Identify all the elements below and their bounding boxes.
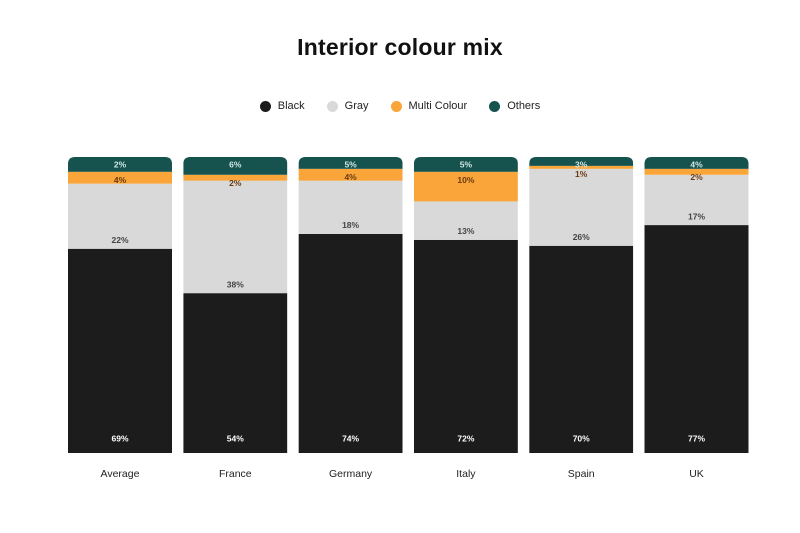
bar-segment-black <box>644 225 749 453</box>
category-label: France <box>219 468 252 480</box>
bar-segment-others <box>68 157 172 172</box>
data-label: 18% <box>342 220 359 230</box>
bar-segment-gray <box>183 180 288 294</box>
data-label: 10% <box>457 175 474 185</box>
legend: Black Gray Multi Colour Others <box>0 100 800 112</box>
legend-item: Others <box>489 100 540 112</box>
bar-france <box>183 157 288 453</box>
data-label: 26% <box>573 232 590 242</box>
data-label: 5% <box>344 159 357 169</box>
bar-segment-black <box>183 293 288 453</box>
legend-label: Others <box>507 100 541 112</box>
bar-uk <box>644 157 749 453</box>
bar-segment-black <box>298 233 403 453</box>
bar-segment-gray <box>644 174 749 226</box>
bar-segment-gray <box>529 168 634 246</box>
bar-segment-others <box>644 157 749 169</box>
bar-segment-gray <box>68 183 172 249</box>
bar-spain <box>529 157 634 453</box>
data-label: 72% <box>457 433 474 443</box>
legend-swatch <box>326 100 338 112</box>
bar-germany <box>298 157 403 453</box>
data-label: 4% <box>690 159 703 169</box>
data-label: 6% <box>229 159 242 169</box>
bar-italy <box>413 157 518 453</box>
data-label: 22% <box>111 235 128 245</box>
data-label: 69% <box>111 433 128 443</box>
data-label: 4% <box>114 175 127 185</box>
legend-item: Gray <box>326 100 369 112</box>
data-label: 38% <box>227 279 244 289</box>
legend-label: Multi Colour <box>408 100 468 112</box>
data-label: 74% <box>342 433 359 443</box>
bar-segment-gray <box>413 201 518 240</box>
bar-segment-others <box>183 157 288 175</box>
bar-segment-multi-colour <box>68 171 172 184</box>
data-label: 5% <box>460 159 473 169</box>
bar-segment-black <box>68 248 172 453</box>
bar-segment-multi-colour <box>529 165 634 169</box>
legend-swatch <box>390 100 402 112</box>
legend-item: Black <box>259 100 305 112</box>
data-label: 2% <box>229 178 242 188</box>
data-label: 3% <box>575 159 588 169</box>
data-label: 77% <box>688 433 705 443</box>
bar-segment-gray <box>298 180 403 234</box>
data-label: 17% <box>688 211 705 221</box>
bar-segment-others <box>298 157 403 169</box>
bar-average <box>68 157 172 453</box>
legend-label: Black <box>277 100 305 112</box>
data-label: 4% <box>344 172 357 182</box>
bar-segment-multi-colour <box>298 168 403 181</box>
category-label: Italy <box>456 468 476 480</box>
data-label: 54% <box>227 433 244 443</box>
bar-segment-multi-colour <box>183 174 288 181</box>
category-label: UK <box>689 468 704 480</box>
bar-segment-black <box>529 245 634 453</box>
bar-segment-multi-colour <box>644 168 749 175</box>
bar-segment-black <box>413 239 518 453</box>
data-label: 2% <box>690 172 703 182</box>
data-label: 70% <box>573 433 590 443</box>
bar-segment-others <box>529 157 634 166</box>
legend-swatch <box>259 100 271 112</box>
bar-segment-multi-colour <box>413 171 518 202</box>
data-label: 1% <box>575 169 588 179</box>
data-label: 13% <box>457 226 474 236</box>
category-label: Spain <box>568 468 595 480</box>
legend-item: Multi Colour <box>390 100 468 112</box>
category-label: Germany <box>329 468 373 480</box>
data-label: 2% <box>114 159 127 169</box>
chart-title: Interior colour mix <box>297 34 503 60</box>
category-label: Average <box>101 468 140 480</box>
legend-swatch <box>489 100 501 112</box>
legend-label: Gray <box>344 100 369 112</box>
bar-segment-others <box>413 157 518 172</box>
